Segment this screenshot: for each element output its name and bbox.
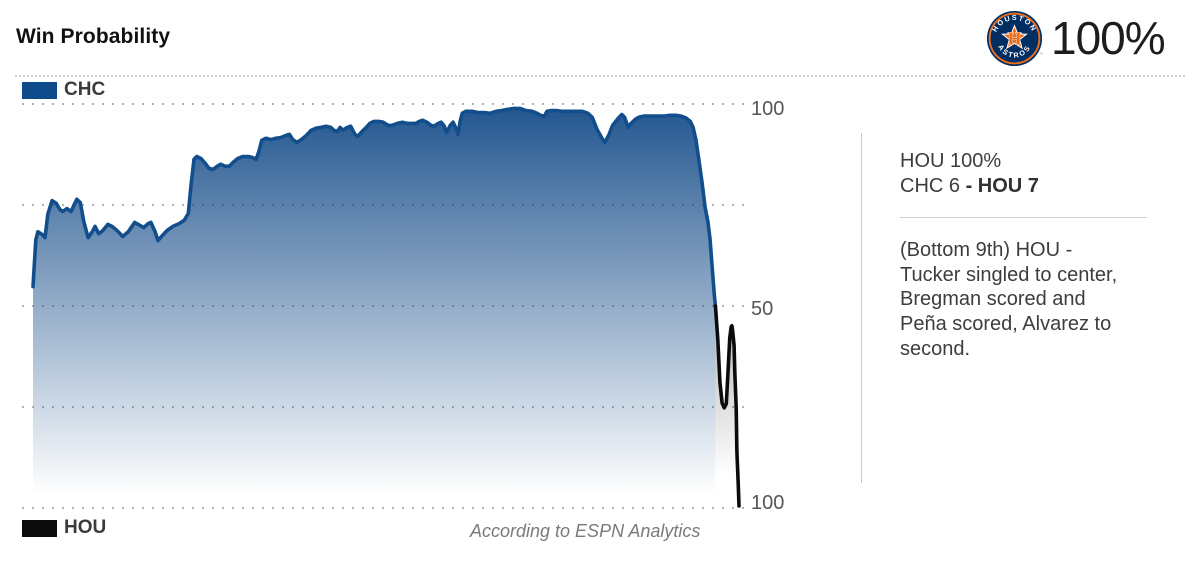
score-chc: CHC 6: [900, 175, 961, 197]
play-line: Bregman scored and: [900, 288, 1086, 311]
header-win-pct: 100%: [1051, 12, 1166, 64]
chc-swatch: [22, 81, 57, 99]
logo-h-letter: H: [1007, 28, 1021, 48]
score-hou: - HOU 7: [965, 175, 1039, 197]
play-description: (Bottom 9th) HOU - Tucker singled to cen…: [900, 238, 1158, 362]
win-probability-chart: [22, 103, 746, 509]
hou-swatch: [22, 519, 57, 537]
panel-probability-line: HOU 100%: [900, 150, 1002, 172]
panel-score-line: CHC 6 - HOU 7: [900, 174, 1158, 199]
panel-divider: [861, 133, 862, 483]
page-title: Win Probability: [16, 25, 171, 48]
legend-chc: CHC: [22, 79, 105, 101]
logo-star-icon: [1001, 23, 1028, 49]
play-line: Peña scored, Alvarez to: [900, 313, 1112, 336]
play-line: (Bottom 9th) HOU -: [900, 239, 1073, 261]
attribution-text: According to ESPN Analytics: [470, 521, 701, 541]
panel-separator: [900, 217, 1147, 218]
play-line: second.: [900, 337, 971, 360]
header-team-probability: HOUSTON ASTROS H TM 100%: [986, 9, 1166, 67]
y-tick-100-bottom: 100: [751, 492, 785, 514]
hou-probability-line: [713, 304, 741, 508]
top-separator: [15, 75, 1185, 77]
legend-chc-label: CHC: [64, 79, 106, 100]
y-tick-100-top: 100: [751, 98, 785, 120]
play-line: Tucker singled to center,: [900, 263, 1118, 286]
y-tick-50: 50: [751, 298, 774, 320]
legend-hou-label: HOU: [64, 517, 107, 538]
chc-area-fill: [33, 108, 716, 509]
legend-hou: HOU: [22, 517, 106, 539]
chc-probability-line: [31, 106, 718, 308]
astros-logo-icon: HOUSTON ASTROS H TM: [986, 10, 1043, 66]
logo-tm-mark: TM: [1039, 51, 1043, 55]
play-info-panel: HOU 100% CHC 6 - HOU 7 (Bottom 9th) HOU …: [900, 149, 1158, 362]
